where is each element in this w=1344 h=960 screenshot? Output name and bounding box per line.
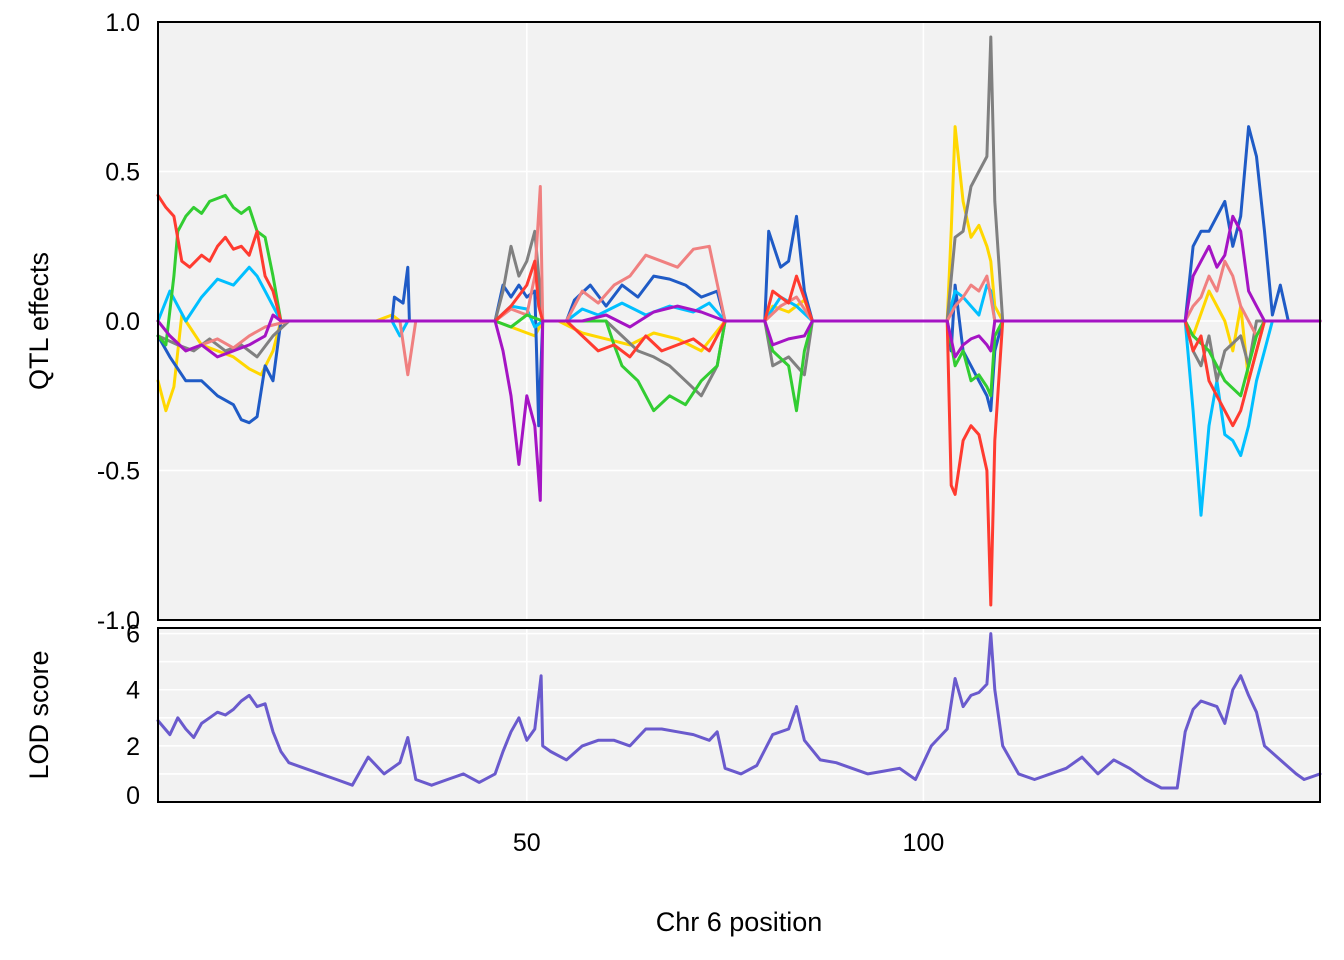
effects-y-axis-label: QTL effects (24, 252, 54, 390)
effects-panel: 1.0 0.5 0.0 -0.5 -1.0 QTL effects (24, 9, 1322, 635)
lod-series-line (156, 632, 1322, 790)
lod-y-axis-label: LOD score (24, 650, 54, 779)
x-tick-label: 100 (903, 829, 945, 857)
effects-y-tick-label: 1.0 (105, 9, 140, 37)
lod-y-tick-label: 0 (126, 782, 140, 810)
effects-y-ticks: 1.0 0.5 0.0 -0.5 -1.0 (97, 9, 140, 635)
lod-x-ticks: 50 100 (513, 829, 944, 857)
effects-series-line-8 (156, 214, 1322, 502)
effects-y-tick-label: -0.5 (97, 458, 140, 486)
effects-series-line-3 (156, 265, 1322, 517)
x-axis-label: Chr 6 position (656, 907, 823, 937)
lod-y-ticks: 6 4 2 0 (126, 621, 140, 810)
lod-series-group (156, 632, 1322, 790)
effects-y-tick-label: 0.0 (105, 308, 140, 336)
effects-series-group (156, 35, 1322, 607)
effects-series-line-7 (156, 193, 1322, 607)
lod-panel-frame (157, 627, 1321, 803)
lod-y-tick-label: 4 (126, 677, 140, 705)
effects-y-tick-label: -1.0 (97, 607, 140, 635)
lod-y-tick-label: 2 (126, 733, 140, 761)
lod-panel: 6 4 2 0 50 100 LOD score Chr 6 position (24, 621, 1322, 937)
lod-y-tick-label: 6 (126, 621, 140, 649)
x-tick-label: 50 (513, 829, 541, 857)
effects-panel-frame (157, 21, 1321, 621)
lod-panel-background (158, 628, 1320, 802)
effects-y-tick-label: 0.5 (105, 159, 140, 187)
